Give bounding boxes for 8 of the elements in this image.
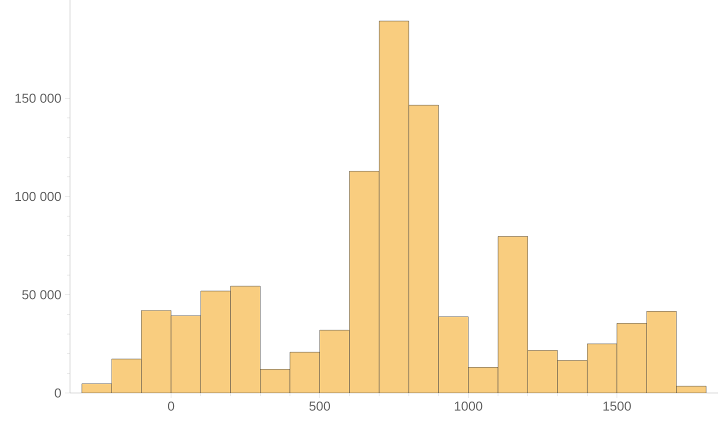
y-tick-label: 100 000 [15, 192, 61, 202]
x-tick-label: 500 [309, 402, 330, 411]
x-tick-label: 1000 [454, 402, 482, 411]
y-tick-label: 0 [54, 388, 61, 398]
x-tick-label: 1500 [603, 402, 631, 411]
y-tick-label: 150 000 [15, 94, 61, 103]
y-tick-label: 50 000 [22, 290, 61, 300]
x-tick-label: 0 [168, 402, 174, 411]
